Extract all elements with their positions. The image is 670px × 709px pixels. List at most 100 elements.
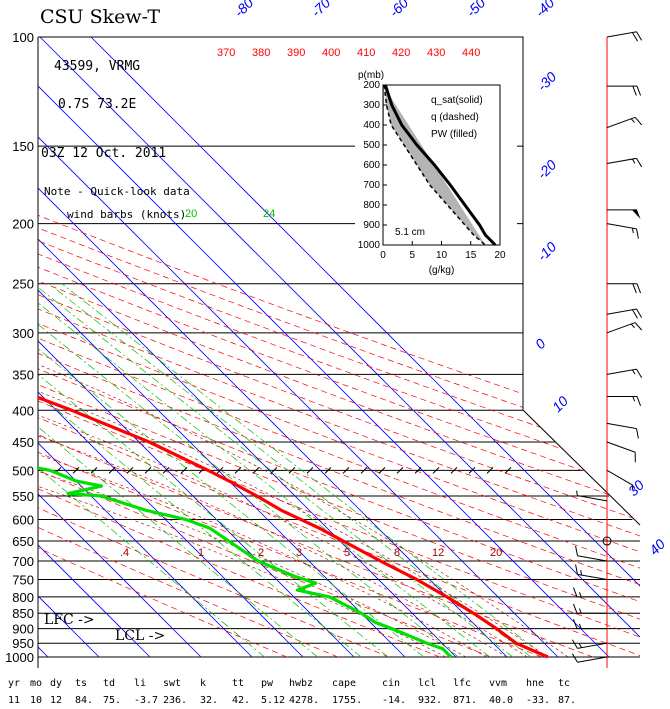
mixing-ratio-label: 24 [263, 208, 275, 220]
inset-y-tick-label: 300 [363, 100, 380, 111]
dry-adiabat-line [38, 37, 339, 658]
isotherm-label: -40 [532, 0, 558, 20]
freezing-hatch [162, 467, 170, 474]
isotherm-label: 40 [646, 536, 668, 558]
isotherm-label: -20 [534, 156, 560, 182]
wind-barb-feather [636, 308, 643, 318]
stat-value: -33. [526, 695, 550, 706]
wind-barb-feather [630, 118, 635, 123]
wind-barb-feather [578, 623, 582, 629]
stat-value: -3.7 [134, 695, 158, 706]
dry-adiabat-line [38, 37, 640, 658]
theta-label: 370 [217, 47, 235, 59]
isotherm-label: 10 [549, 393, 571, 415]
wind-barb-feather [576, 490, 578, 496]
stat-value: 11 [8, 695, 20, 706]
inset-x-tick-label: 5 [409, 250, 415, 261]
inset-legend-entry: PW (filled) [431, 129, 477, 140]
wind-barb-column [571, 31, 643, 668]
moist-line-label: 2 [258, 547, 264, 559]
isotherm-label: -60 [386, 0, 412, 20]
stat-value: 4278. [289, 695, 319, 706]
inset-y-tick-label: 600 [363, 160, 380, 171]
wind-barb-feather [571, 639, 578, 649]
moist-line-label: 3 [296, 547, 302, 559]
freezing-hatch [216, 467, 224, 474]
isotherm-line [38, 37, 202, 658]
isotherm-label: 30 [625, 477, 647, 499]
wind-barb-feather [632, 396, 636, 402]
pressure-tick-label: 550 [12, 489, 34, 504]
wind-barb-feather [636, 428, 639, 439]
wind-barb-feather [631, 158, 636, 164]
dry-adiabat-line [38, 37, 640, 658]
moist-adiabat-line [38, 223, 548, 658]
mixing-ratio-line [38, 283, 425, 658]
isotherm-label: -70 [308, 0, 334, 20]
freezing-hatch [450, 467, 458, 474]
lcl-marker: LCL -> [115, 628, 165, 644]
moist-line-label: 8 [394, 547, 400, 559]
dry-adiabat-line [38, 37, 640, 658]
freezing-hatch [468, 467, 476, 474]
pressure-tick-label: 500 [12, 463, 34, 478]
wind-barb-staff [606, 368, 637, 375]
theta-label: 400 [322, 47, 340, 59]
inset-x-tick-label: 20 [494, 250, 506, 261]
theta-label: 410 [357, 47, 375, 59]
stat-value: 12 [50, 695, 62, 706]
inset-y-tick-label: 200 [363, 80, 380, 91]
stat-value: 32. [200, 695, 218, 706]
wind-barb-feather [631, 32, 638, 42]
stat-header: tt [232, 678, 244, 689]
moist-adiabat-line [38, 223, 528, 658]
wind-barb-feather [636, 228, 639, 239]
isotherm-line [38, 37, 406, 658]
isotherm-label: -30 [534, 68, 560, 94]
wind-barb-feather [631, 309, 638, 319]
stat-value: 1755. [332, 695, 362, 706]
stat-header: hwbz [289, 678, 313, 689]
inset-x-tick-label: 15 [465, 250, 477, 261]
inset-legend-entry: q_sat(solid) [431, 95, 483, 106]
wind-barb-feather [578, 643, 583, 648]
inset-y-tick-label: 1000 [358, 240, 381, 251]
precipitable-water-value: 5.1 cm [395, 227, 425, 238]
stat-header: swt [163, 678, 181, 689]
freezing-hatch [504, 467, 512, 474]
header: CSU Skew-T 43599, VRMG 0.7S 73.2E 03Z 12… [40, 6, 190, 644]
wind-barb-flag [632, 209, 641, 220]
wind-barb-feather [636, 158, 643, 168]
theta-label: 430 [427, 47, 445, 59]
pressure-tick-label: 100 [12, 30, 34, 45]
moist-line-label: 5 [344, 547, 350, 559]
stat-header: td [103, 678, 115, 689]
freezing-hatch [234, 467, 242, 474]
moist-line-label: 12 [432, 547, 444, 559]
pressure-tick-label: 750 [12, 573, 34, 588]
freezing-hatch [378, 467, 386, 474]
mixing-ratio-label: 20 [185, 208, 197, 220]
wind-barb-feather [578, 592, 582, 598]
wind-barb-staff [577, 573, 608, 581]
theta-label: 380 [252, 47, 270, 59]
wind-barb-feather [580, 570, 583, 576]
stability-indices-table: yr mo dy ts td li swt k tt pw hwbz cape cin lcl lfc vvm… [8, 678, 576, 706]
isotherm-line [90, 37, 640, 658]
freezing-hatch [324, 467, 332, 474]
freezing-hatch [288, 467, 296, 474]
moist-adiabat-line [38, 223, 569, 658]
moist-adiabat-line [38, 223, 446, 658]
freezing-hatch [270, 467, 278, 474]
stat-value: 871. [453, 695, 477, 706]
chart-title: CSU Skew-T [40, 6, 160, 28]
inset-y-tick-label: 700 [363, 180, 380, 191]
isotherm-label: -50 [463, 0, 489, 20]
observation-time: 03Z 12 Oct. 2011 [41, 146, 166, 161]
wind-barb-feather [632, 85, 637, 96]
stat-header: k [200, 678, 206, 689]
isotherm-line [38, 37, 508, 658]
stat-header: vvm [489, 678, 507, 689]
wind-barb-note: wind barbs (knots) [67, 208, 186, 221]
inset-y-tick-label: 900 [363, 220, 380, 231]
